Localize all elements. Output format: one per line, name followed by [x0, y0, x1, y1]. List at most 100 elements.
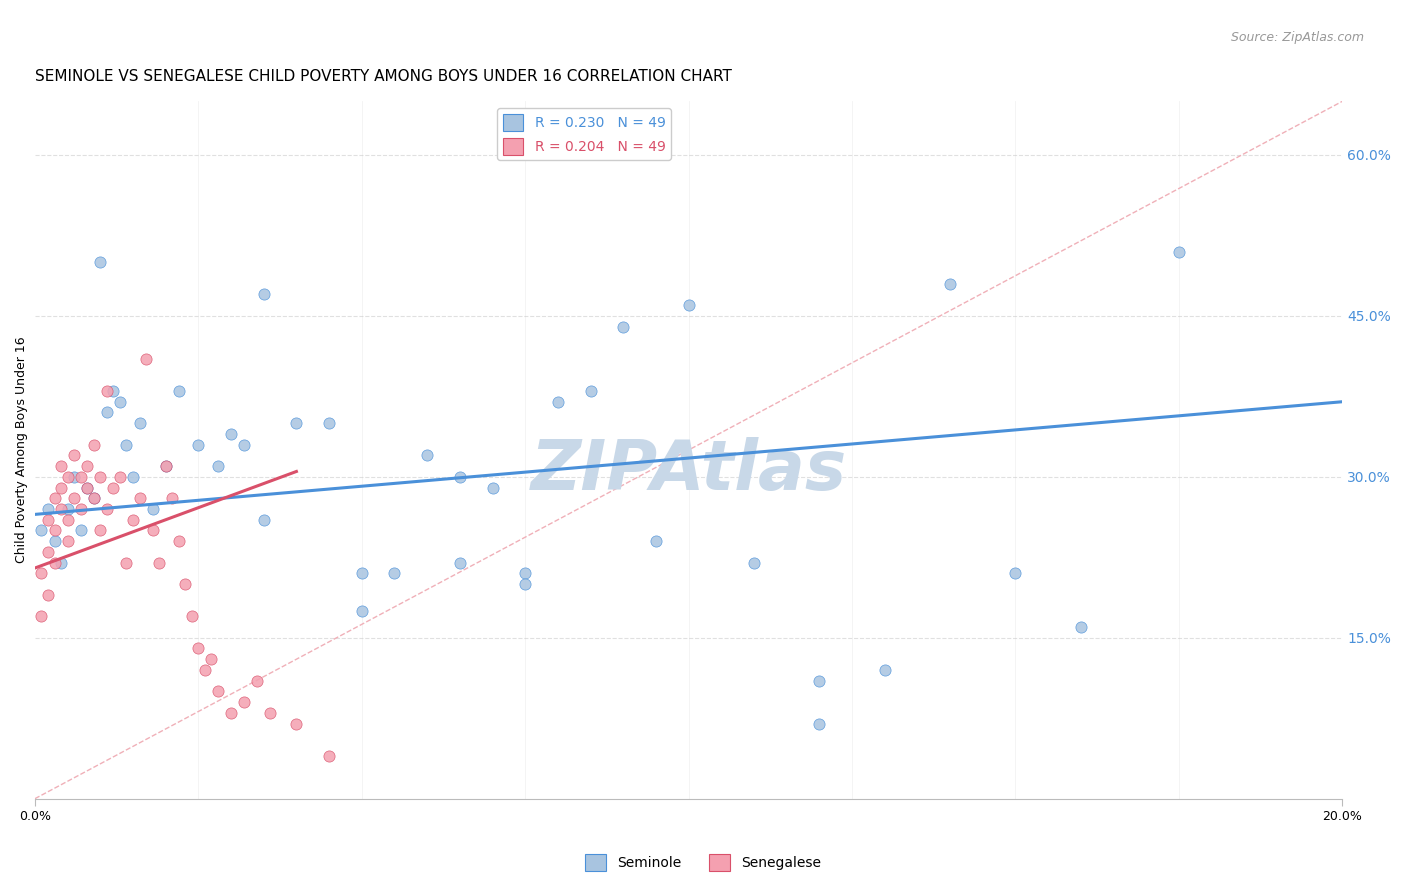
Senegalese — [44, 556, 66, 570]
Seminole — [678, 298, 700, 312]
Senegalese — [160, 491, 183, 506]
Senegalese — [49, 502, 72, 516]
Senegalese — [49, 459, 72, 474]
Senegalese — [69, 502, 91, 516]
Senegalese — [122, 513, 145, 527]
Seminole — [742, 556, 765, 570]
Seminole — [37, 502, 59, 516]
Legend: Seminole, Senegalese: Seminole, Senegalese — [579, 848, 827, 876]
Senegalese — [69, 470, 91, 484]
Seminole — [167, 384, 190, 398]
Seminole — [515, 566, 537, 581]
Text: Source: ZipAtlas.com: Source: ZipAtlas.com — [1230, 31, 1364, 45]
Seminole — [76, 481, 98, 495]
Senegalese — [103, 481, 125, 495]
Senegalese — [63, 449, 86, 463]
Seminole — [103, 384, 125, 398]
Senegalese — [115, 556, 138, 570]
Senegalese — [44, 524, 66, 538]
Seminole — [207, 459, 229, 474]
Senegalese — [49, 481, 72, 495]
Senegalese — [155, 459, 177, 474]
Senegalese — [233, 695, 256, 709]
Text: SEMINOLE VS SENEGALESE CHILD POVERTY AMONG BOYS UNDER 16 CORRELATION CHART: SEMINOLE VS SENEGALESE CHILD POVERTY AMO… — [35, 69, 731, 84]
Seminole — [285, 416, 308, 430]
Senegalese — [96, 502, 118, 516]
Seminole — [481, 481, 503, 495]
Senegalese — [187, 641, 209, 656]
Seminole — [645, 534, 668, 549]
Senegalese — [89, 524, 111, 538]
Seminole — [83, 491, 105, 506]
Senegalese — [219, 706, 242, 720]
Seminole — [612, 319, 634, 334]
Senegalese — [83, 437, 105, 451]
Senegalese — [174, 577, 197, 591]
Seminole — [63, 470, 86, 484]
Seminole — [449, 470, 471, 484]
Seminole — [219, 426, 242, 441]
Seminole — [1167, 244, 1189, 259]
Senegalese — [142, 524, 165, 538]
Legend: R = 0.230   N = 49, R = 0.204   N = 49: R = 0.230 N = 49, R = 0.204 N = 49 — [498, 108, 671, 161]
Senegalese — [37, 513, 59, 527]
Seminole — [89, 255, 111, 269]
Seminole — [939, 277, 962, 291]
Seminole — [416, 449, 439, 463]
Seminole — [873, 663, 896, 677]
Senegalese — [96, 384, 118, 398]
Senegalese — [200, 652, 222, 666]
Senegalese — [31, 566, 53, 581]
Senegalese — [83, 491, 105, 506]
Seminole — [1004, 566, 1026, 581]
Seminole — [384, 566, 406, 581]
Senegalese — [148, 556, 170, 570]
Seminole — [128, 416, 150, 430]
Seminole — [44, 534, 66, 549]
Senegalese — [56, 513, 79, 527]
Senegalese — [44, 491, 66, 506]
Senegalese — [63, 491, 86, 506]
Seminole — [253, 513, 276, 527]
Senegalese — [37, 545, 59, 559]
Seminole — [108, 394, 131, 409]
Seminole — [155, 459, 177, 474]
Seminole — [96, 405, 118, 419]
Senegalese — [194, 663, 217, 677]
Seminole — [318, 416, 340, 430]
Seminole — [808, 673, 831, 688]
Senegalese — [207, 684, 229, 698]
Seminole — [69, 524, 91, 538]
Seminole — [253, 287, 276, 301]
Seminole — [350, 604, 373, 618]
Senegalese — [128, 491, 150, 506]
Senegalese — [318, 748, 340, 763]
Seminole — [122, 470, 145, 484]
Seminole — [115, 437, 138, 451]
Senegalese — [108, 470, 131, 484]
Senegalese — [31, 609, 53, 624]
Senegalese — [180, 609, 202, 624]
Seminole — [187, 437, 209, 451]
Seminole — [579, 384, 602, 398]
Y-axis label: Child Poverty Among Boys Under 16: Child Poverty Among Boys Under 16 — [15, 336, 28, 564]
Senegalese — [56, 534, 79, 549]
Senegalese — [76, 459, 98, 474]
Senegalese — [285, 716, 308, 731]
Text: ZIPAtlas: ZIPAtlas — [530, 437, 846, 505]
Senegalese — [37, 588, 59, 602]
Senegalese — [89, 470, 111, 484]
Seminole — [449, 556, 471, 570]
Seminole — [808, 716, 831, 731]
Seminole — [142, 502, 165, 516]
Senegalese — [135, 351, 157, 366]
Senegalese — [246, 673, 269, 688]
Seminole — [56, 502, 79, 516]
Seminole — [31, 524, 53, 538]
Seminole — [233, 437, 256, 451]
Senegalese — [76, 481, 98, 495]
Seminole — [1070, 620, 1092, 634]
Seminole — [49, 556, 72, 570]
Seminole — [350, 566, 373, 581]
Senegalese — [167, 534, 190, 549]
